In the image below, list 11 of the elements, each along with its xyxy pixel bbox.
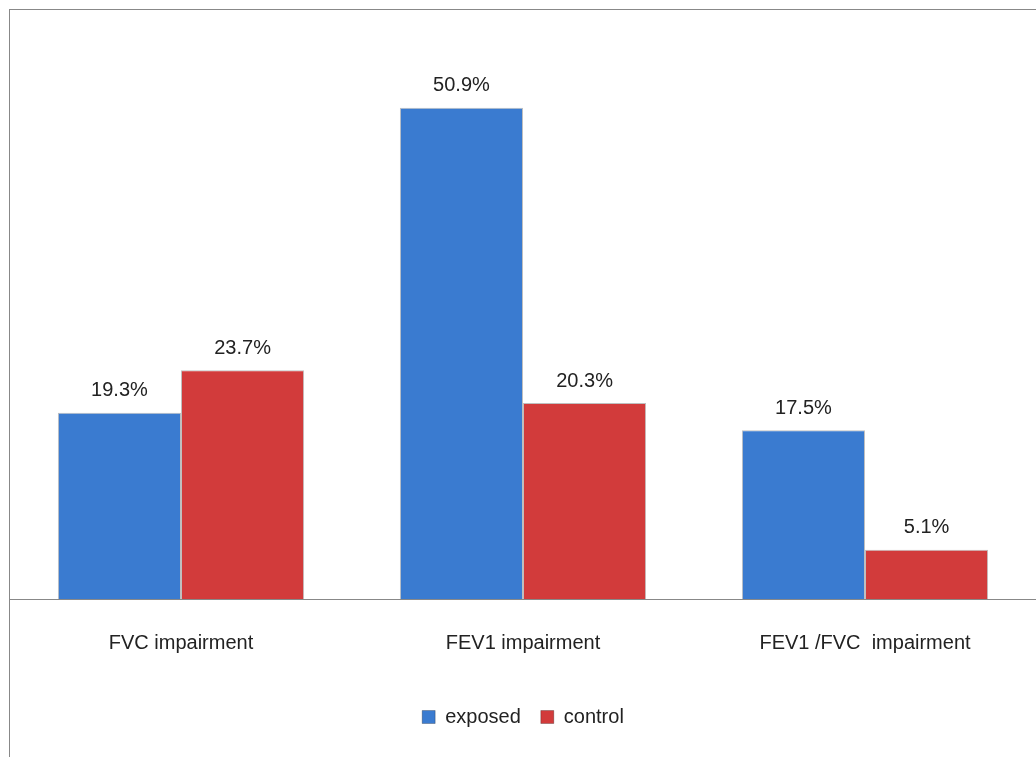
data-label: 5.1% <box>903 515 950 538</box>
legend-label: exposed <box>445 704 521 727</box>
x-tick-label: FVC impairment <box>108 630 254 653</box>
x-tick-label: FEV1 /FVC impairment <box>759 630 972 653</box>
x-tick-label: FEV1 impairment <box>445 630 601 653</box>
data-label: 19.3% <box>91 378 149 401</box>
data-label: 20.3% <box>556 368 614 391</box>
data-label: 50.9% <box>433 73 491 96</box>
data-label: 17.5% <box>775 395 833 418</box>
data-label: 23.7% <box>214 335 272 358</box>
legend-label: control <box>563 704 624 727</box>
